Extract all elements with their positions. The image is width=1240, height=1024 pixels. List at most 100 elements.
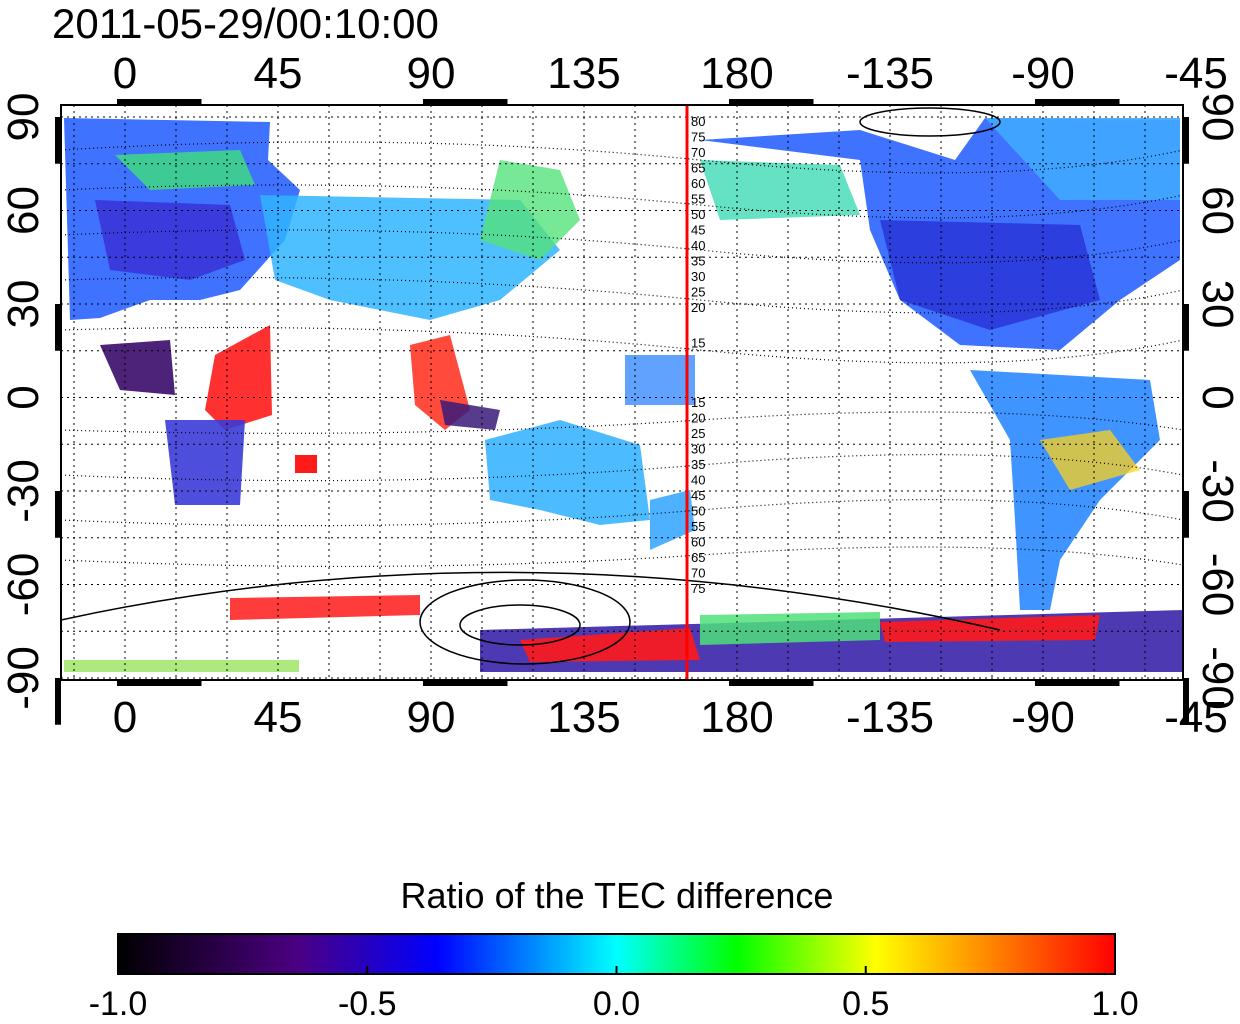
data-patch-antarctic-red [520,628,700,662]
contour-label: 55 [691,519,705,534]
data-patch-na-green [700,160,860,220]
border-tick-bottom [1035,680,1120,686]
x-tick-label-top: 180 [700,49,773,98]
contour-label: 55 [691,192,705,207]
data-patch-greenland [985,118,1180,200]
x-tick-label-top: 135 [547,49,620,98]
data-patch-antarctic-tip [64,660,299,672]
contour-label: 40 [691,238,705,253]
border-tick-bottom [423,680,508,686]
data-patch-europe-core [95,200,245,280]
data-patch-europe-green [115,150,255,190]
x-tick-label-bottom: 135 [547,693,620,742]
colorbar-tick-label: 0.0 [593,985,640,1023]
x-tick-label-bottom: 90 [407,693,456,742]
contour-label: 65 [691,550,705,565]
colorbar-tick-label: 0.5 [842,985,889,1023]
contour-label: 20 [691,411,705,426]
border-tick-right [1183,117,1189,164]
border-tick-top [1035,99,1120,105]
contour-label: 45 [691,223,705,238]
x-tick-label-top: 45 [254,49,303,98]
y-tick-label-left: 0 [0,385,48,409]
graticule [61,105,1183,680]
y-tick-label-left: -90 [0,646,48,710]
y-tick-label-right: -30 [1193,459,1240,523]
colorbar-tick-label: -0.5 [338,985,397,1023]
contour-label: 25 [691,426,705,441]
y-tick-label-right: -60 [1193,553,1240,617]
data-patch-sa-warm [1040,430,1140,490]
contour-label: 70 [691,145,705,160]
colorbar-tick-label: 1.0 [1091,985,1138,1023]
data-patch-madagascar [295,455,317,473]
y-tick-label-right: 0 [1193,385,1240,409]
border-tick-left [55,491,61,538]
x-axis-top-labels: 0 45 90 135 180 -135 -90 -45 [113,49,1228,98]
border-tick-bottom [117,680,202,686]
colorbar: Ratio of the TEC difference -1.0 -0.5 0.0 0… [89,875,1139,1023]
y-tick-label-right: -90 [1193,646,1240,710]
y-tick-label-left: -30 [0,459,48,523]
colorbar-title: Ratio of the TEC difference [401,875,834,916]
contour-label: 50 [691,504,705,519]
data-patch-antarctic-red-2 [880,615,1100,642]
y-tick-label-left: 90 [0,93,48,142]
y-tick-label-left: 60 [0,186,48,235]
border-tick-right [1183,678,1189,725]
colorbar-ticks: -1.0 -0.5 0.0 0.5 1.0 [89,966,1139,1023]
data-patch-australia [485,420,650,525]
data-patch-antarctic-west [230,595,420,620]
data-patch-south-america [970,370,1160,610]
border-tick-top [729,99,814,105]
x-tick-label-top: -45 [1164,49,1228,98]
contour-label: 15 [691,336,705,351]
y-axis-right-labels: 90 60 30 0 -30 -60 -90 [1193,93,1240,710]
x-tick-label-bottom: -90 [1011,693,1075,742]
y-tick-label-left: -60 [0,553,48,617]
border-tick-top [117,99,202,105]
data-patch-antarctic-green [700,612,880,645]
contour-label: 60 [691,535,705,550]
y-axis-left-labels: 90 60 30 0 -30 -60 -90 [0,93,48,710]
y-tick-label-right: 60 [1193,186,1240,235]
map-border-ticks [55,99,1189,725]
border-tick-right [1183,304,1189,351]
contour-label: 75 [691,130,705,145]
tec-data-layer [64,118,1183,672]
y-tick-label-right: 30 [1193,280,1240,329]
x-tick-label-bottom: 180 [700,693,773,742]
contour-label: 45 [691,488,705,503]
y-tick-label-left: 30 [0,280,48,329]
colorbar-tick-label: -1.0 [89,985,148,1023]
data-patch-east-africa [205,325,272,430]
contour-label: 15 [691,395,705,410]
timestamp-title: 2011-05-29/00:10:00 [52,0,439,47]
contour-label: 65 [691,161,705,176]
x-tick-label-bottom: 45 [254,693,303,742]
border-tick-left [55,304,61,351]
x-axis-bottom-labels: 0 45 90 135 180 -135 -90 -45 [113,693,1228,742]
data-patch-south-africa [165,420,245,505]
border-tick-right [1183,491,1189,538]
contour-label: 30 [691,269,705,284]
x-tick-label-top: 0 [113,49,137,98]
border-tick-bottom [729,680,814,686]
border-tick-left [55,117,61,164]
contour-label: 50 [691,207,705,222]
x-tick-label-bottom: 0 [113,693,137,742]
contour-label: 20 [691,300,705,315]
x-tick-label-top: 90 [407,49,456,98]
map-border [60,104,1184,681]
contour-label: 40 [691,473,705,488]
x-tick-label-top: -135 [846,49,934,98]
contour-label: 75 [691,581,705,596]
border-tick-top [423,99,508,105]
data-patch-indonesia [440,400,500,430]
contour-label: 80 [691,114,705,129]
contour-label: 35 [691,457,705,472]
